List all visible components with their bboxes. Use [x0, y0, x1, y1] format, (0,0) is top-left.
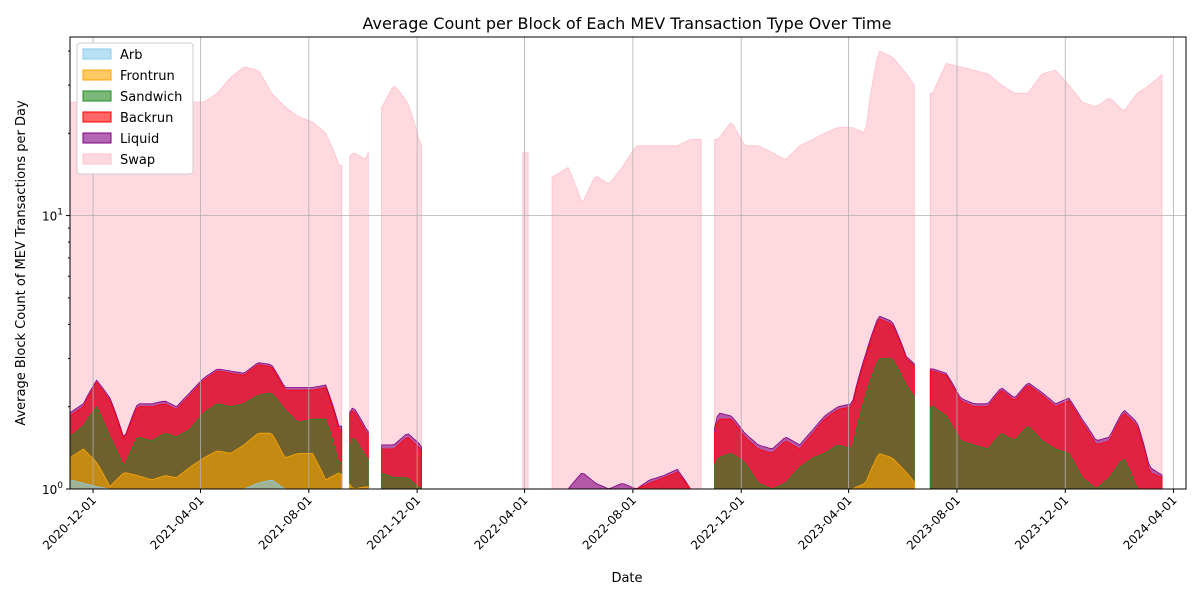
y-tick-label: 100 [42, 481, 63, 497]
legend-swatch-backrun [82, 111, 112, 123]
chart-title: Average Count per Block of Each MEV Tran… [363, 14, 892, 33]
x-tick-label: 2024-04-01 [1120, 493, 1179, 552]
legend-swatch-frontrun [82, 69, 112, 81]
series-swap-area [70, 50, 1163, 489]
plot-area [70, 50, 1163, 489]
area-swap [381, 85, 422, 489]
x-tick-label: 2022-04-01 [471, 493, 530, 552]
area-swap [522, 152, 529, 489]
legend-label-swap: Swap [120, 153, 155, 168]
area-sandwich [349, 438, 369, 489]
legend-swatch-arb [82, 48, 112, 60]
area-backrun [381, 437, 422, 489]
legend-label-frontrun: Frontrun [120, 69, 175, 84]
legend-label-arb: Arb [120, 48, 143, 63]
legend-swatch-swap [82, 153, 112, 165]
legend-label-sandwich: Sandwich [120, 90, 182, 105]
legend-label-liquid: Liquid [120, 132, 159, 147]
area-frontrun [349, 483, 369, 489]
area-swap [349, 151, 369, 489]
area-sandwich [381, 472, 423, 489]
x-tick-label: 2023-08-01 [904, 493, 963, 552]
x-tick-label: 2022-08-01 [580, 493, 639, 552]
x-tick-label: 2020-12-01 [40, 493, 99, 552]
y-axis-label: Average Block Count of MEV Transactions … [14, 100, 29, 426]
series-frontrun-area [70, 432, 1162, 489]
area-sandwich [929, 406, 1162, 489]
grid [70, 37, 1186, 490]
area-backrun [552, 471, 702, 489]
area-swap [551, 139, 702, 489]
area-arb [70, 479, 342, 489]
legend-swatch-liquid [82, 132, 112, 144]
y-tick-label: 101 [42, 208, 63, 224]
series-arb-area [70, 479, 1162, 489]
legend-swatch-sandwich [82, 90, 112, 102]
x-tick-label: 2021-12-01 [364, 493, 423, 552]
x-tick-label: 2021-04-01 [147, 493, 206, 552]
legend: Arb Frontrun Sandwich Backrun Liquid Swap [76, 42, 194, 175]
area-swap [929, 63, 1163, 489]
x-axis-label: Date [611, 571, 642, 586]
area-sandwich [714, 358, 915, 489]
x-tick-label: 2021-08-01 [256, 493, 315, 552]
area-frontrun [70, 432, 343, 489]
x-tick-label: 2023-04-01 [796, 493, 855, 552]
x-tick-label: 2022-12-01 [688, 493, 747, 552]
plot-frame [69, 36, 1187, 490]
area-frontrun [714, 453, 915, 489]
legend-label-backrun: Backrun [120, 111, 173, 126]
x-tick-label: 2023-12-01 [1012, 493, 1071, 552]
